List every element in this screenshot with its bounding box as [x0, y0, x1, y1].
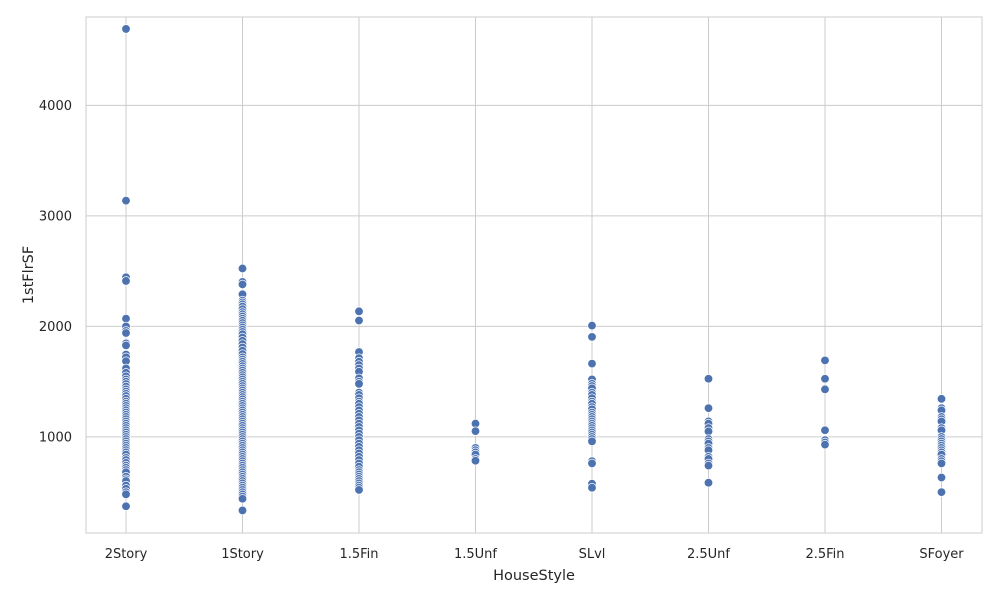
- x-tick-label: SLvl: [579, 547, 606, 562]
- data-point: [354, 485, 364, 495]
- y-axis-label: 1stFlrSF: [21, 246, 37, 304]
- data-point: [703, 478, 714, 488]
- data-point: [936, 472, 947, 483]
- x-tick-label: SFoyer: [919, 547, 964, 562]
- data-point: [121, 24, 131, 34]
- data-point: [936, 394, 947, 404]
- data-point: [121, 276, 131, 286]
- plot-frame: [85, 16, 983, 534]
- grid: [86, 17, 982, 533]
- y-tick-label: 4000: [39, 99, 72, 114]
- y-tick-label: 2000: [39, 320, 72, 335]
- y-tick-label: 3000: [39, 209, 72, 224]
- x-tick-label: 1.5Fin: [339, 547, 378, 562]
- data-point: [354, 379, 364, 389]
- data-point: [237, 505, 248, 516]
- data-point: [121, 328, 131, 338]
- x-axis-label: HouseStyle: [493, 568, 575, 584]
- data-point: [354, 306, 364, 317]
- data-point: [587, 358, 597, 369]
- data-point: [121, 489, 131, 500]
- data-points: [121, 24, 947, 516]
- data-point: [820, 439, 830, 450]
- data-point: [470, 456, 481, 466]
- x-tick-label: 1Story: [221, 547, 264, 562]
- y-tick-label: 1000: [39, 430, 72, 445]
- data-point: [470, 426, 481, 436]
- data-point: [237, 263, 248, 274]
- data-point: [354, 315, 364, 326]
- data-point: [237, 279, 248, 290]
- data-point: [121, 501, 131, 511]
- x-tick-label: 2.5Fin: [805, 547, 844, 562]
- data-point: [121, 313, 131, 324]
- data-point: [121, 340, 131, 351]
- data-point: [820, 355, 830, 366]
- data-point: [587, 458, 597, 469]
- data-point: [703, 460, 714, 471]
- data-point: [936, 487, 947, 497]
- x-tick-label: 2Story: [105, 547, 148, 562]
- data-point: [587, 483, 597, 493]
- data-point: [820, 374, 830, 384]
- x-tick-labels: 2Story 1Story 1.5Fin 1.5Unf SLvl 2.5Unf 2.5Fin…: [105, 547, 965, 562]
- data-point: [587, 332, 597, 342]
- data-point: [587, 436, 597, 446]
- data-point: [820, 384, 830, 395]
- data-point: [703, 426, 714, 437]
- data-point: [703, 403, 714, 413]
- y-tick-labels: 1000 2000 3000 4000: [39, 99, 72, 445]
- data-point: [121, 195, 131, 206]
- data-point: [820, 425, 830, 435]
- data-point: [237, 494, 248, 504]
- data-point: [936, 458, 947, 469]
- x-tick-label: 1.5Unf: [454, 547, 497, 562]
- data-point: [703, 374, 714, 384]
- x-tick-label: 2.5Unf: [687, 547, 730, 562]
- data-point: [587, 320, 597, 331]
